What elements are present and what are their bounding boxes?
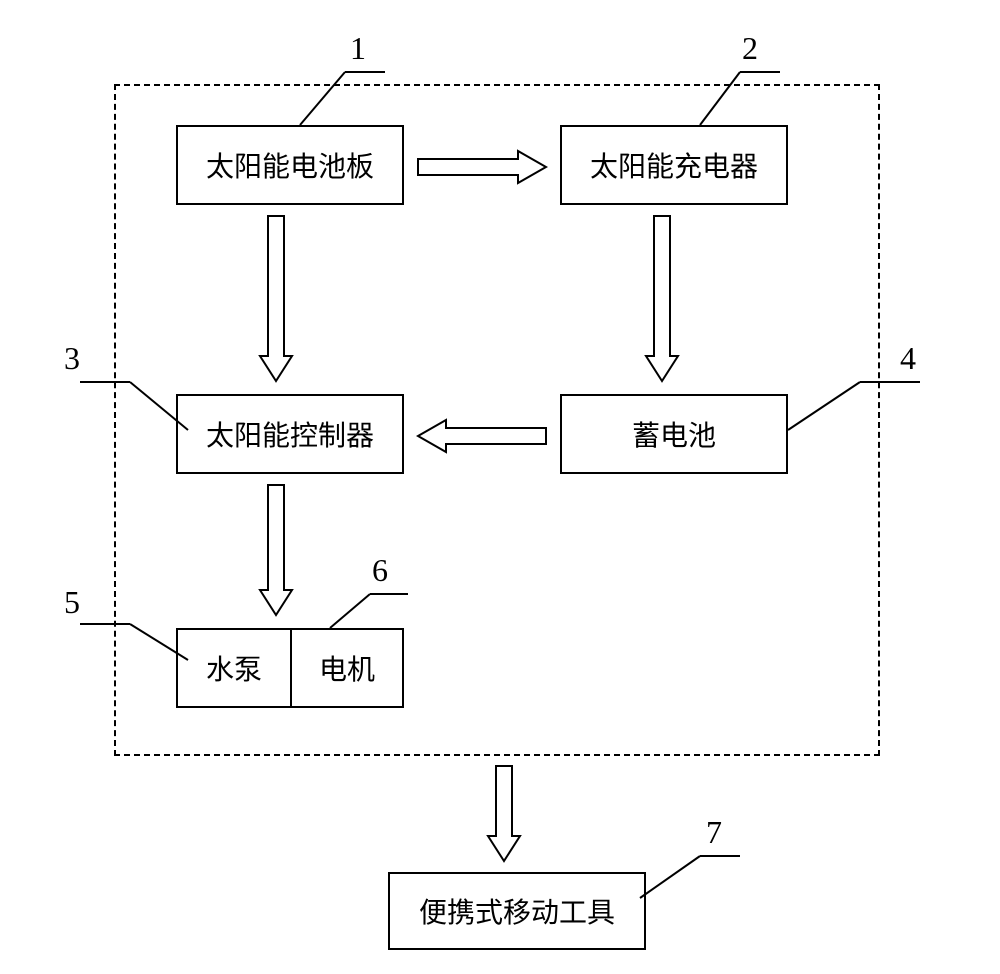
callout-7: 7 — [706, 814, 722, 851]
callout-num: 7 — [706, 814, 722, 850]
leader-7 — [0, 0, 1000, 974]
diagram-canvas: 太阳能电池板 太阳能充电器 太阳能控制器 蓄电池 水泵 电机 便携式移动工具 — [0, 0, 1000, 974]
